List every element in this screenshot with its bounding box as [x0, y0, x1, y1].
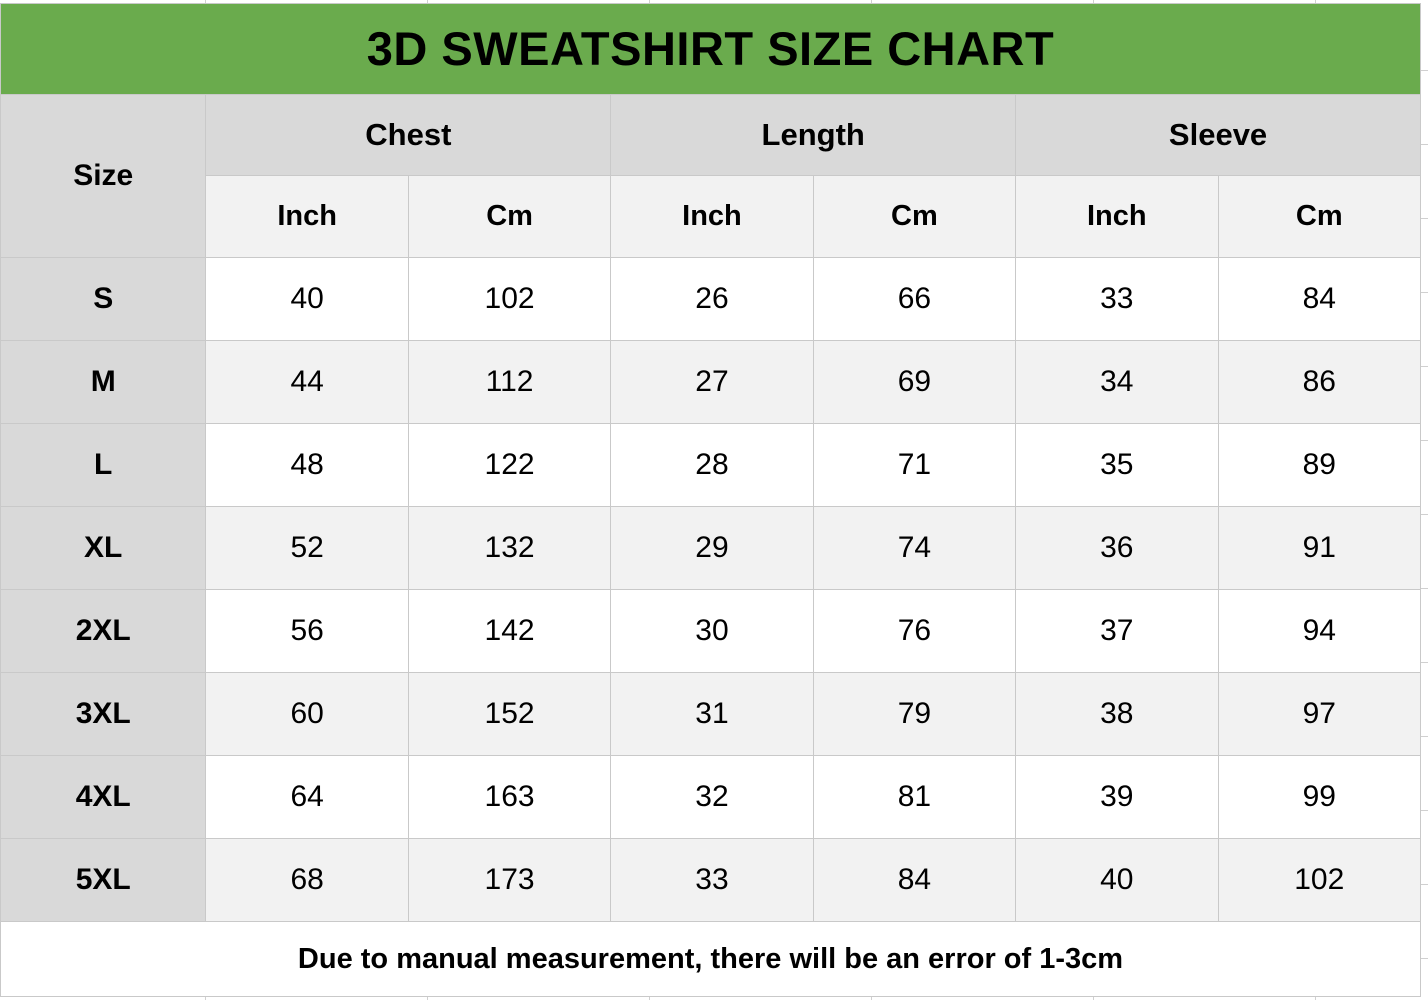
cell-length-cm: 74: [812, 506, 1017, 590]
column-header-sleeve-cm: Cm: [1217, 175, 1422, 258]
cell-sleeve-inch: 40: [1015, 838, 1219, 922]
cell-sleeve-cm: 84: [1217, 257, 1422, 341]
cell-chest-cm: 102: [407, 257, 612, 341]
table-row: 5XL 68 173 33 84 40 102: [0, 838, 1422, 922]
row-size-label: 2XL: [0, 589, 207, 673]
cell-length-inch: 27: [610, 340, 814, 424]
chart-title: 3D SWEATSHIRT SIZE CHART: [0, 3, 1421, 95]
cell-chest-inch: 48: [205, 423, 409, 507]
cell-chest-inch: 64: [205, 755, 409, 839]
footer-row: Due to manual measurement, there will be…: [0, 921, 1421, 997]
column-header-sleeve-inch: Inch: [1015, 175, 1219, 258]
cell-chest-cm: 163: [407, 755, 612, 839]
cell-sleeve-cm: 102: [1217, 838, 1422, 922]
column-header-chest-inch: Inch: [205, 175, 409, 258]
group-header-row: Size Chest Length Sleeve: [0, 94, 1421, 258]
cell-length-cm: 84: [812, 838, 1017, 922]
cell-chest-inch: 44: [205, 340, 409, 424]
cell-chest-cm: 112: [407, 340, 612, 424]
row-size-label: M: [0, 340, 207, 424]
unit-header-row: Inch Cm Inch Cm Inch Cm: [1, 175, 1422, 258]
cell-chest-cm: 173: [407, 838, 612, 922]
cell-length-inch: 26: [610, 257, 814, 341]
measurement-disclaimer: Due to manual measurement, there will be…: [0, 921, 1421, 997]
cell-length-inch: 29: [610, 506, 814, 590]
cell-length-cm: 66: [812, 257, 1017, 341]
cell-sleeve-inch: 37: [1015, 589, 1219, 673]
column-header-length-cm: Cm: [812, 175, 1017, 258]
cell-chest-cm: 132: [407, 506, 612, 590]
table-row: XL 52 132 29 74 36 91: [0, 506, 1422, 590]
cell-sleeve-cm: 99: [1217, 755, 1422, 839]
size-chart-container: 3D SWEATSHIRT SIZE CHART Size Chest Leng…: [0, 3, 1422, 997]
cell-sleeve-cm: 97: [1217, 672, 1422, 756]
cell-sleeve-inch: 39: [1015, 755, 1219, 839]
cell-length-cm: 69: [812, 340, 1017, 424]
cell-chest-inch: 60: [205, 672, 409, 756]
cell-sleeve-inch: 34: [1015, 340, 1219, 424]
column-header-size: Size: [0, 94, 207, 258]
table-row: 3XL 60 152 31 79 38 97: [0, 672, 1422, 756]
cell-sleeve-inch: 35: [1015, 423, 1219, 507]
row-size-label: L: [0, 423, 207, 507]
column-header-chest-cm: Cm: [407, 175, 612, 258]
cell-chest-cm: 142: [407, 589, 612, 673]
row-size-label: 4XL: [0, 755, 207, 839]
cell-length-cm: 81: [812, 755, 1017, 839]
table-row: M 44 112 27 69 34 86: [0, 340, 1422, 424]
cell-chest-inch: 56: [205, 589, 409, 673]
cell-chest-cm: 122: [407, 423, 612, 507]
cell-chest-inch: 40: [205, 257, 409, 341]
table-row: 4XL 64 163 32 81 39 99: [0, 755, 1422, 839]
column-header-length-inch: Inch: [610, 175, 814, 258]
cell-length-cm: 79: [812, 672, 1017, 756]
cell-sleeve-cm: 89: [1217, 423, 1422, 507]
cell-chest-inch: 52: [205, 506, 409, 590]
cell-sleeve-inch: 33: [1015, 257, 1219, 341]
table-row: 2XL 56 142 30 76 37 94: [0, 589, 1422, 673]
row-size-label: 5XL: [0, 838, 207, 922]
row-size-label: XL: [0, 506, 207, 590]
table-row: L 48 122 28 71 35 89: [0, 423, 1422, 507]
cell-length-cm: 71: [812, 423, 1017, 507]
cell-sleeve-cm: 86: [1217, 340, 1422, 424]
title-row: 3D SWEATSHIRT SIZE CHART: [0, 3, 1421, 95]
cell-length-inch: 32: [610, 755, 814, 839]
cell-length-cm: 76: [812, 589, 1017, 673]
column-group-sleeve: Sleeve: [1015, 94, 1421, 176]
row-size-label: S: [0, 257, 207, 341]
table-row: S 40 102 26 66 33 84: [0, 257, 1422, 341]
size-chart-table: 3D SWEATSHIRT SIZE CHART Size Chest Leng…: [0, 3, 1422, 997]
cell-chest-cm: 152: [407, 672, 612, 756]
cell-length-inch: 31: [610, 672, 814, 756]
column-group-chest: Chest: [205, 94, 612, 176]
cell-length-inch: 33: [610, 838, 814, 922]
row-size-label: 3XL: [0, 672, 207, 756]
cell-chest-inch: 68: [205, 838, 409, 922]
cell-sleeve-cm: 94: [1217, 589, 1422, 673]
cell-sleeve-inch: 36: [1015, 506, 1219, 590]
cell-sleeve-cm: 91: [1217, 506, 1422, 590]
cell-sleeve-inch: 38: [1015, 672, 1219, 756]
cell-length-inch: 30: [610, 589, 814, 673]
cell-length-inch: 28: [610, 423, 814, 507]
column-group-length: Length: [610, 94, 1017, 176]
